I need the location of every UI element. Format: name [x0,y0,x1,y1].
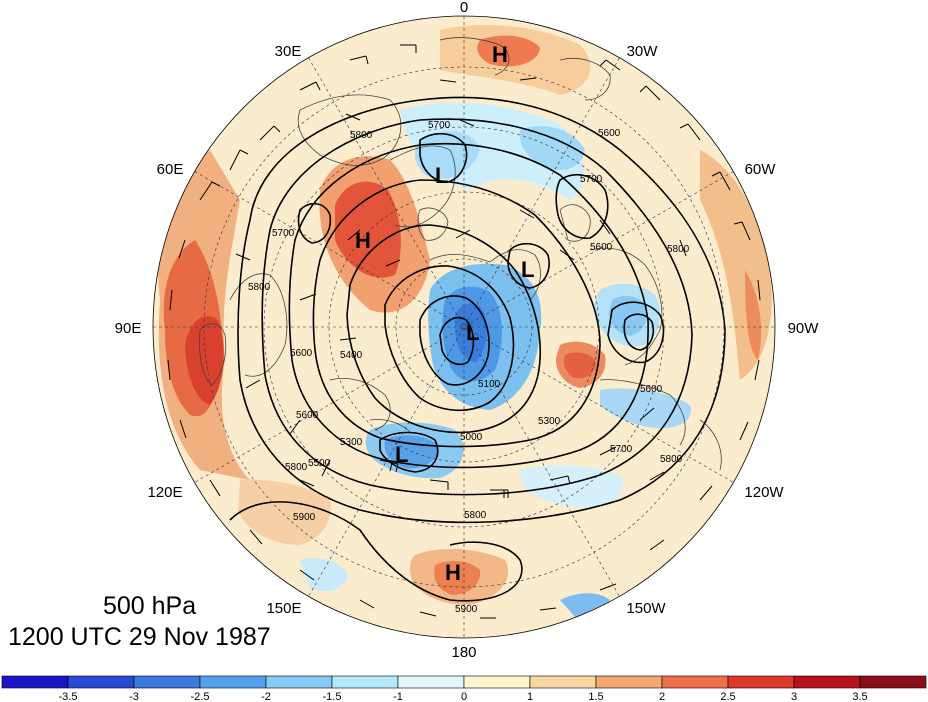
contour-label: 5600 [590,242,613,253]
contour-label: 5800 [248,282,271,293]
colorbar-tick-label: 3.5 [852,691,867,702]
lon-label-60e: 60E [157,161,184,178]
lon-label-0: 0 [460,0,468,16]
colorbar-swatch [595,675,663,689]
longitude-labels: 0 30W 60W 90W 120W 150W 180 150E 120E 90… [115,0,820,661]
contour-label: 5100 [478,379,501,390]
title-time: 1200 UTC 29 Nov 1987 [8,623,271,651]
high-pressure-label: H [445,560,461,585]
colorbar-tick-label: 2 [659,691,665,702]
colorbar-swatch [67,675,135,689]
lon-label-30w: 30W [627,43,659,60]
height-contours [229,96,726,602]
lon-label-120w: 120W [744,484,784,501]
contour-label: 5800 [660,454,683,465]
colorbar-swatch [727,675,795,689]
colorbar-swatch [265,675,333,689]
contour-label: 5600 [598,128,621,139]
high-pressure-label: H [355,228,371,253]
contour-label: 5800 [667,244,690,255]
colorbar-swatch [793,675,861,689]
contour-label: 5800 [285,462,308,473]
title-level: 500 hPa [103,592,197,620]
colorbar-swatch [199,675,267,689]
lon-label-90w: 90W [788,320,820,337]
colorbar-tick-label: 0 [461,691,467,702]
colorbar-swatch [463,675,531,689]
contour-label: 5400 [340,350,363,361]
contour-label: 5900 [455,604,478,615]
lon-label-150e: 150E [266,600,301,617]
colorbar-swatch [661,675,729,689]
colorbar-tick-label: -1.5 [323,691,342,702]
colorbar-swatch [133,675,201,689]
contour-label: 5700 [428,120,451,131]
contour-label: 5600 [296,410,319,421]
low-pressure-label: L [466,320,479,345]
wind-barbs [167,44,761,619]
contour-label: 5700 [580,174,603,185]
contour-label: 5500 [308,458,331,469]
contour-label: 5900 [293,512,316,523]
low-pressure-label: L [435,163,448,188]
colorbar-swatch [331,675,399,689]
contour-label: 5800 [350,130,373,141]
contour-label: 5600 [290,348,313,359]
colorbar-tick-label: -3.5 [59,691,78,702]
contour-label: 5700 [272,228,295,239]
contour-label: 5300 [340,437,363,448]
colorbar-tick-label: 1 [527,691,533,702]
colorbar-tick-label: -3 [129,691,139,702]
colorbar-swatch [1,675,69,689]
low-pressure-label: L [395,442,408,467]
lon-label-30e: 30E [275,43,302,60]
lon-label-120e: 120E [147,484,182,501]
lon-label-150w: 150W [626,600,666,617]
colorbar-tick-label: 2.5 [720,691,735,702]
low-pressure-label: L [521,257,534,282]
colorbar-tick-label: 3 [791,691,797,702]
map-boundary [152,15,776,639]
colorbar-tick-label: -1 [393,691,403,702]
colorbar-tick-label: -2 [261,691,271,702]
contour-label: 5300 [538,416,561,427]
contour-label: 5700 [610,444,633,455]
colorbar-swatch [529,675,597,689]
contour-labels: 5800 5700 5600 5700 5800 5600 5800 5600 … [248,120,690,615]
anomaly-shading [153,16,775,638]
lon-label-60w: 60W [745,161,777,178]
graticule [153,16,775,638]
contour-label: 5800 [464,510,487,521]
lon-label-180: 180 [451,644,476,661]
colorbar-tick-label: -2.5 [191,691,210,702]
colorbar-tick-label: 1.5 [588,691,603,702]
contour-label: 5600 [640,384,663,395]
colorbar: -3.5 -3 -2.5 -2 -1.5 -1 0 1 1.5 2 2.5 3 3.5 [1,675,927,702]
colorbar-swatch [859,675,927,689]
colorbar-swatch [397,675,465,689]
pressure-centers: H H H L L L L [355,42,534,585]
lon-label-90e: 90E [115,320,142,337]
contour-label: 5000 [460,432,483,443]
high-pressure-label: H [492,42,508,67]
